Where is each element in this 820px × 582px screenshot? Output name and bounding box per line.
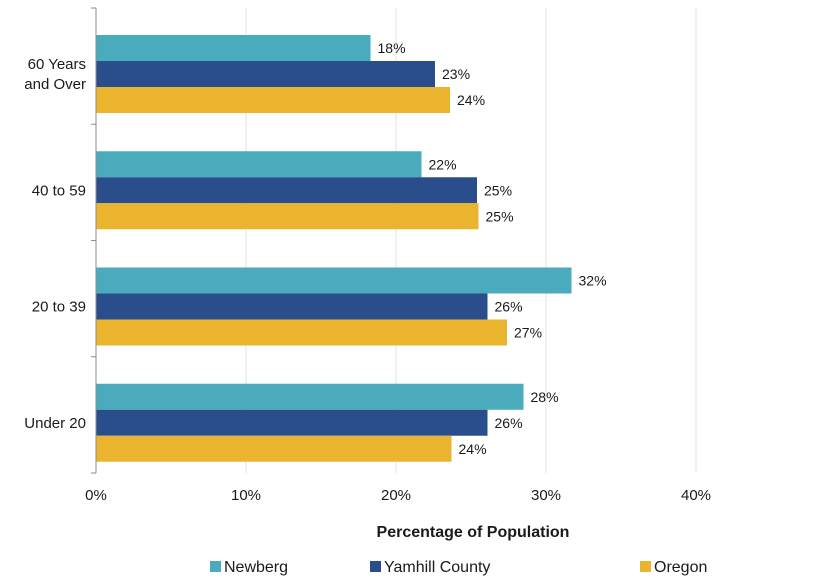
y-tick-label-line: 40 to 59 [32, 182, 86, 199]
bar-newberg [96, 383, 524, 410]
legend-swatch-yamhill-county [370, 561, 381, 572]
bar-oregon [96, 319, 507, 346]
data-label: 27% [514, 325, 542, 341]
data-label: 26% [495, 415, 523, 431]
data-label: 25% [486, 208, 514, 224]
bar-yamhill-county [96, 409, 488, 436]
y-tick-label-line: and Over [24, 76, 86, 93]
bar-yamhill-county [96, 177, 477, 204]
y-tick-label: 40 to 59 [32, 182, 86, 199]
legend-label: Newberg [224, 559, 288, 576]
bar-newberg [96, 151, 422, 178]
bar-oregon [96, 435, 452, 462]
legend: Newberg Yamhill County Oregon [210, 559, 707, 576]
data-label: 32% [579, 273, 607, 289]
data-label: 22% [429, 156, 457, 172]
bar-oregon [96, 87, 450, 113]
x-axis-title: Percentage of Population [377, 524, 570, 541]
x-tick-label: 30% [531, 487, 561, 504]
legend-swatch-newberg [210, 561, 221, 572]
x-tick-label: 40% [681, 487, 711, 504]
legend-label: Oregon [654, 559, 707, 576]
bar-newberg [96, 267, 572, 294]
y-tick-label-line: 20 to 39 [32, 299, 86, 316]
data-label: 18% [378, 40, 406, 56]
data-label: 23% [442, 66, 470, 82]
bar-newberg [96, 35, 371, 61]
y-tick-label-line: Under 20 [24, 415, 86, 432]
y-tick-label: Under 20 [24, 415, 86, 432]
bar-yamhill-county [96, 61, 435, 87]
data-label: 24% [457, 92, 485, 108]
bar-oregon [96, 203, 479, 230]
legend-swatch-oregon [640, 561, 651, 572]
bar-yamhill-county [96, 293, 488, 320]
data-label: 28% [531, 389, 559, 405]
x-tick-label: 0% [85, 487, 107, 504]
data-label: 25% [484, 182, 512, 198]
x-tick-label: 10% [231, 487, 261, 504]
y-tick-label: 20 to 39 [32, 299, 86, 316]
bar-layer: 18% 23% 24% 22% 25% 25% 32% 26% 27% 28% 26% 24% [96, 35, 607, 462]
legend-label: Yamhill County [384, 559, 490, 576]
y-tick-label-line: 60 Years [28, 56, 86, 73]
data-label: 26% [495, 299, 523, 315]
data-label: 24% [459, 441, 487, 457]
axis-layer: 0% 10% 20% 30% 40% 60 Years and Over 40 to 59 20… [24, 7, 711, 504]
y-tick-label: 60 Years and Over [24, 56, 86, 93]
x-tick-label: 20% [381, 487, 411, 504]
